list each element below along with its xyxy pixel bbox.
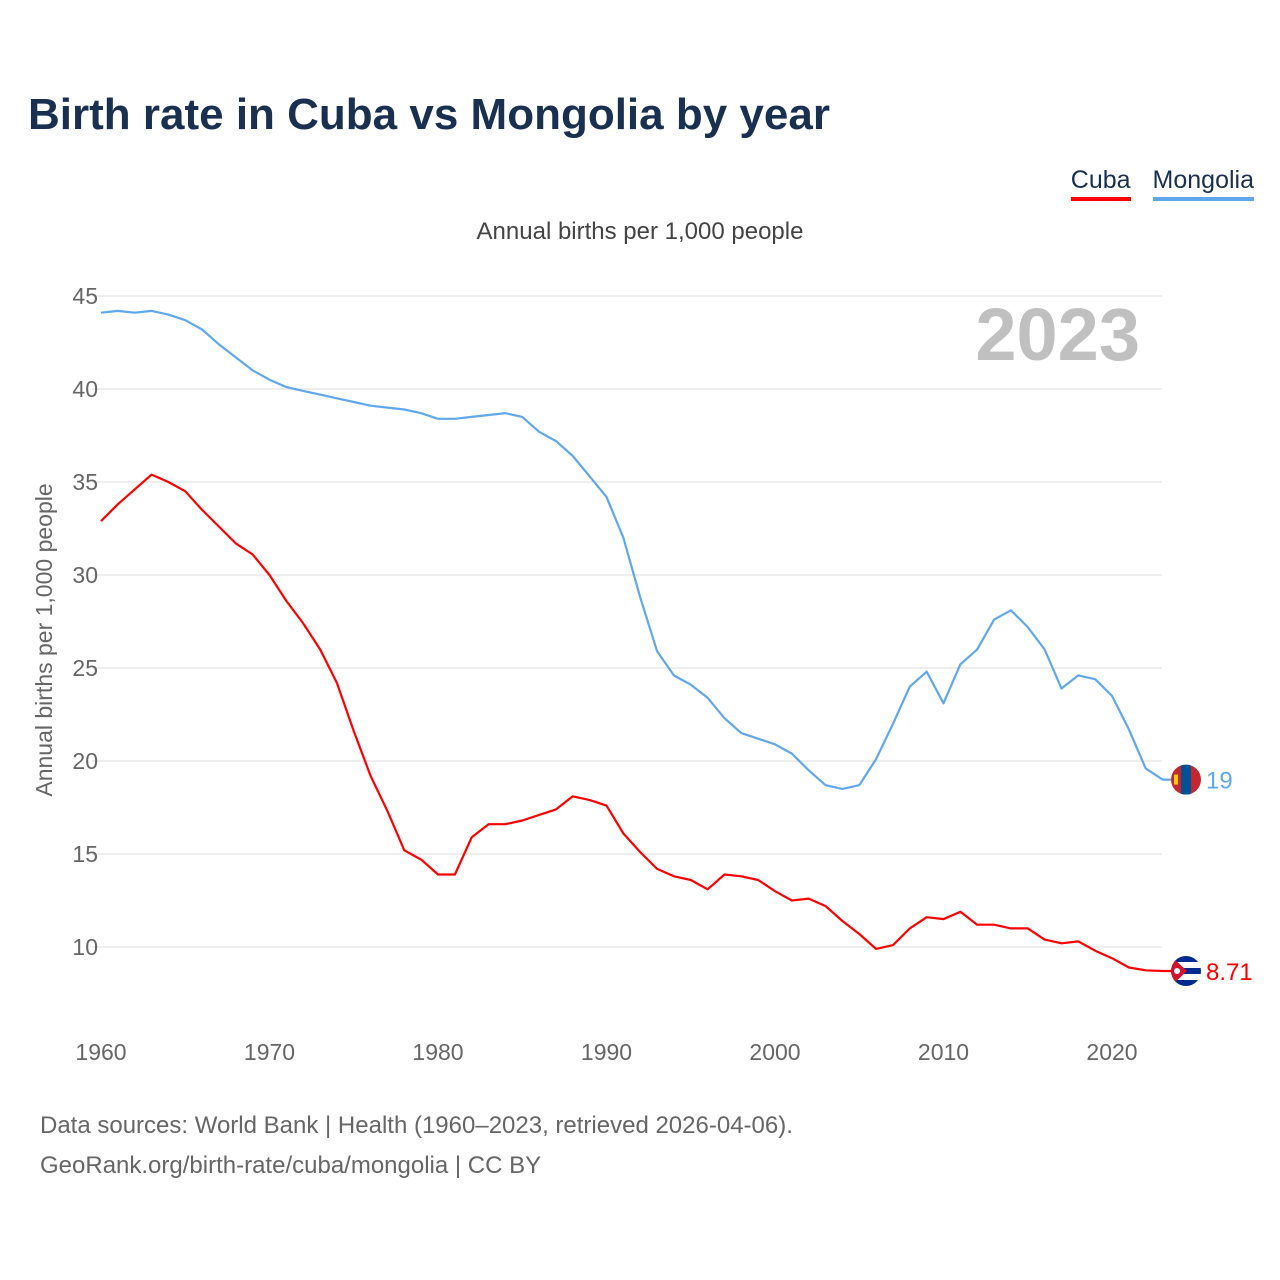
x-tick-label: 2010: [918, 1039, 969, 1065]
end-value-label-mongolia: 19: [1206, 768, 1233, 795]
y-tick-label: 40: [72, 376, 98, 402]
y-tick-label: 15: [72, 841, 98, 867]
x-tick-label: 1990: [581, 1039, 632, 1065]
x-tick-label: 2000: [749, 1039, 800, 1065]
y-tick-label: 45: [72, 283, 98, 309]
y-tick-label: 10: [72, 934, 98, 960]
y-tick-label: 30: [72, 562, 98, 588]
source-note: Data sources: World Bank | Health (1960–…: [40, 1106, 793, 1186]
x-tick-label: 1970: [244, 1039, 295, 1065]
y-axis-label: Annual births per 1,000 people: [31, 483, 57, 796]
legend: Cuba Mongolia: [1070, 166, 1254, 201]
y-tick-label: 25: [72, 655, 98, 681]
source-line-1: Data sources: World Bank | Health (1960–…: [40, 1112, 793, 1139]
line-chart: 2023 Annual births per 1,000 people 10 15…: [31, 283, 1253, 1065]
x-tick-label: 2020: [1086, 1039, 1137, 1065]
flag-mongolia-icon: [1171, 764, 1201, 795]
x-tick-label: 1960: [75, 1039, 126, 1065]
series-line-cuba: [100, 473, 1172, 973]
year-watermark: 2023: [975, 293, 1140, 376]
chart-subtitle: Annual births per 1,000 people: [476, 218, 804, 245]
y-tick-label: 35: [72, 469, 98, 495]
chart-title: Birth rate in Cuba vs Mongolia by year: [28, 90, 830, 139]
series-line-mongolia: [100, 309, 1172, 791]
source-line-2[interactable]: GeoRank.org/birth-rate/cuba/mongolia | C…: [40, 1152, 542, 1179]
y-tick-label: 20: [72, 748, 98, 774]
x-tick-label: 1980: [412, 1039, 463, 1065]
flag-cuba-icon: [1171, 955, 1201, 986]
legend-item-cuba[interactable]: Cuba: [1070, 166, 1131, 201]
legend-item-mongolia[interactable]: Mongolia: [1152, 166, 1254, 201]
end-value-label-cuba: 8.71: [1206, 959, 1253, 986]
